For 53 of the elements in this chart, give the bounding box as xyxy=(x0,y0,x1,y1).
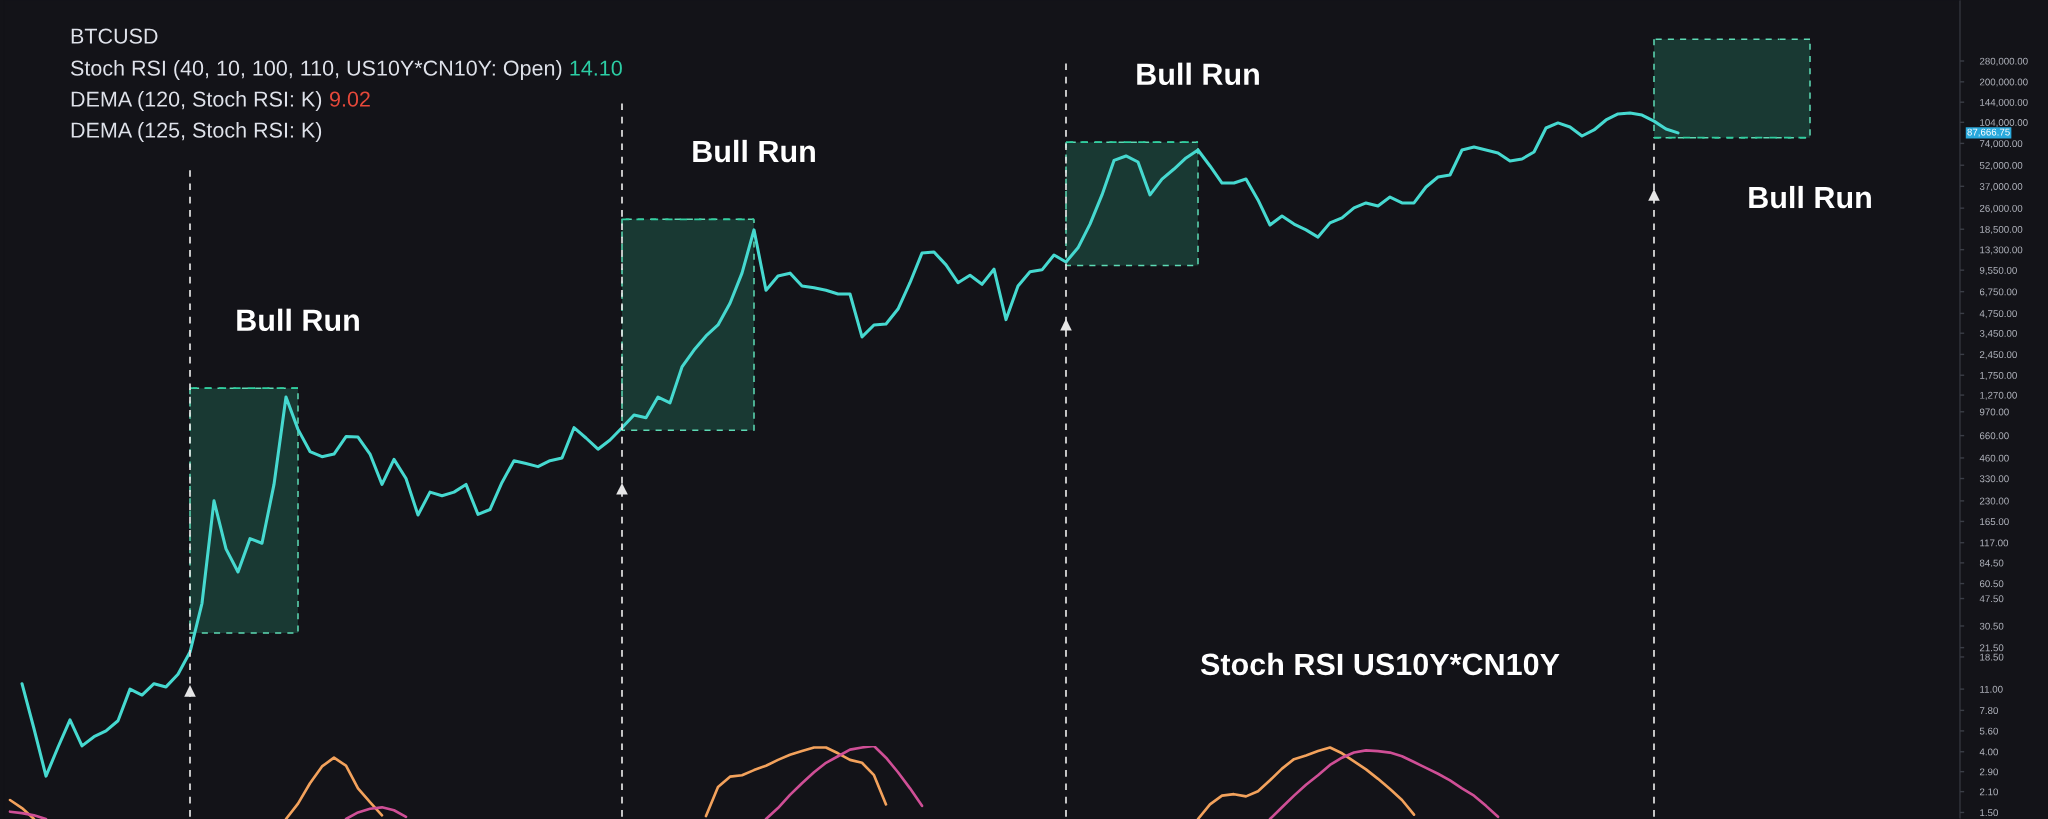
y-tick-label: 84.50 xyxy=(1979,559,2004,567)
text: BTCUSD xyxy=(71,28,158,44)
point xyxy=(184,685,196,697)
y-tick-label: 1,750.00 xyxy=(1980,371,2017,380)
y-tick-label: 330.00 xyxy=(1979,475,2009,483)
y-tick-label: 4.00 xyxy=(1979,748,1998,756)
y-tick-label: 1.50 xyxy=(1980,809,1998,817)
chart-title: Stoch RSI US10Y*CN10Y xyxy=(1200,652,1560,676)
y-tick-label: 18,500.00 xyxy=(1980,225,2023,234)
annotation: 14.10 xyxy=(570,60,622,76)
point xyxy=(1648,189,1660,201)
y-tick-label: 200,000.00 xyxy=(1979,78,2028,87)
y-tick-label: 18.50 xyxy=(1980,653,2004,661)
y-tick-label: 52,000.00 xyxy=(1979,161,2023,171)
y-tick-label: 2,450.00 xyxy=(1979,351,2017,360)
y-tick-label: 280,000.00 xyxy=(1979,57,2028,66)
text: 87,666.75 xyxy=(1967,128,2010,137)
y-tick-label: 460.00 xyxy=(1979,454,2009,462)
y-tick-label: 60.50 xyxy=(1979,580,2004,588)
y-tick-label: 5.60 xyxy=(1979,727,1998,735)
y-tick-label: 13,300.00 xyxy=(1980,246,2023,255)
y-tick-label: 660.00 xyxy=(1979,432,2009,440)
series-label: Bull Run xyxy=(1749,185,1871,209)
y-tick-label: 165.00 xyxy=(1980,518,2009,526)
y-tick-label: 7.80 xyxy=(1979,707,1998,715)
y-tick-label: 9,550.00 xyxy=(1979,266,2017,275)
line-series xyxy=(20,111,1680,778)
y-tick-label: 37,000.00 xyxy=(1979,183,2023,192)
y-tick-label: 3,450.00 xyxy=(1979,329,2017,338)
y-tick-label: 230.00 xyxy=(1979,497,2009,505)
y-tick-label: 117.00 xyxy=(1980,539,2009,547)
annotation: Stoch RSI (40, 10, 100, 110, US10Y*CN10Y: Open) xyxy=(70,59,562,81)
series-label: Bull Run xyxy=(693,139,815,163)
y-tick-label: 11.00 xyxy=(1980,685,2003,693)
y-tick-label: 970.00 xyxy=(1979,408,2009,416)
y-tick-label: 21.50 xyxy=(1979,644,2004,652)
series-label: Bull Run xyxy=(1137,62,1259,86)
y-tick-label: 30.50 xyxy=(1979,622,2004,630)
y-tick-label: 4,750.00 xyxy=(1979,310,2017,319)
annotation: DEMA (120, Stoch RSI: K) xyxy=(71,90,322,112)
annotation: 9.02 xyxy=(330,91,370,107)
y-tick-label: 74,000.00 xyxy=(1979,140,2023,149)
point xyxy=(616,482,628,495)
y-tick-label: 2.10 xyxy=(1979,788,1998,796)
y-tick-label: 104,000.00 xyxy=(1980,119,2028,128)
y-tick-label: 47.50 xyxy=(1979,595,2004,603)
series-label: Bull Run xyxy=(237,308,359,332)
annotation: DEMA (125, Stoch RSI: K) xyxy=(71,121,322,143)
y-tick-label: 2.90 xyxy=(1979,768,1998,776)
y-tick-label: 1,270.00 xyxy=(1980,391,2017,400)
y-tick-label: 26,000.00 xyxy=(1979,204,2023,213)
y-tick-label: 6,750.00 xyxy=(1979,288,2017,297)
y-tick-label: 144,000.00 xyxy=(1980,98,2028,107)
